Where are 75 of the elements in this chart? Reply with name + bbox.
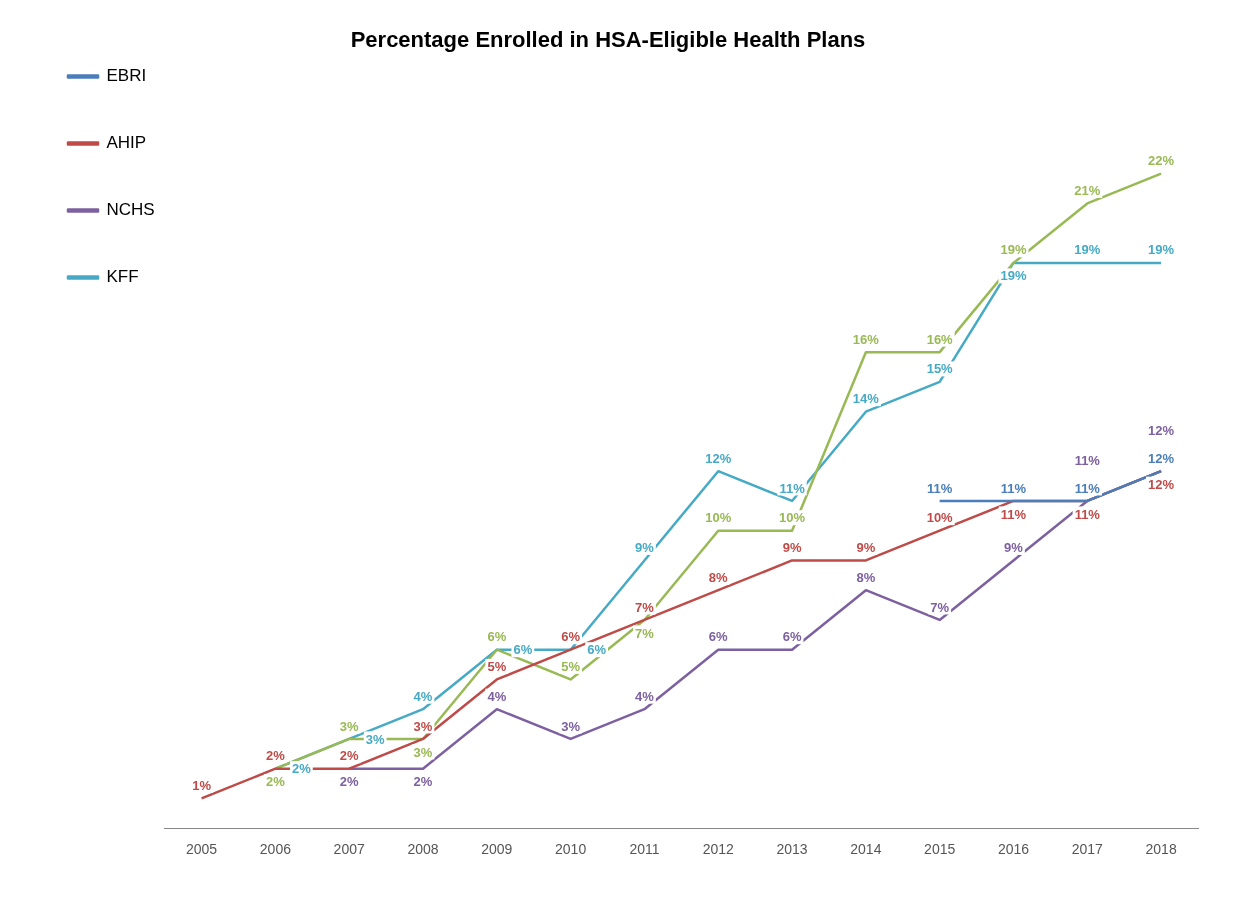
data-label: 3% [339, 718, 360, 734]
data-label: 7% [635, 625, 655, 641]
data-label: 10% [705, 510, 732, 526]
data-label: 2% [265, 748, 286, 764]
x-tick-label: 2018 [1145, 841, 1177, 858]
legend-label: AHIP [106, 133, 147, 153]
x-tick-label: 2015 [924, 841, 956, 858]
x-tick-label: 2005 [186, 841, 218, 858]
data-label: 10% [779, 510, 806, 526]
x-tick-label: 2009 [481, 841, 513, 858]
data-label: 2% [339, 748, 360, 764]
x-tick-label: 2010 [555, 841, 587, 858]
data-label: 19% [1000, 268, 1027, 284]
data-label: 6% [513, 642, 533, 658]
data-label: 11% [1000, 480, 1027, 496]
data-label: 2% [413, 774, 433, 790]
data-label: 3% [365, 731, 386, 747]
data-label: 11% [779, 480, 806, 496]
data-label: 2% [339, 774, 360, 790]
legend-label: EBRI [106, 66, 147, 86]
data-label: 9% [856, 540, 876, 556]
data-label: 7% [930, 599, 950, 615]
data-label: 16% [852, 331, 880, 347]
x-tick-label: 2006 [259, 841, 292, 858]
data-label: 11% [927, 480, 953, 496]
chart-title: Percentage Enrolled in HSA-Eligible Health Plans [350, 27, 866, 53]
data-label: 11% [1074, 506, 1101, 522]
data-label: 19% [1000, 242, 1027, 258]
data-label: 12% [1148, 422, 1175, 438]
data-label: 9% [635, 540, 655, 556]
data-label: 1% [192, 778, 212, 794]
x-tick-label: 2013 [776, 841, 808, 858]
x-tick-label: 2012 [702, 841, 735, 858]
data-label: 11% [1074, 480, 1101, 496]
data-label: 19% [1074, 242, 1101, 258]
data-label: 6% [708, 629, 729, 645]
data-label: 6% [782, 629, 802, 645]
data-label: 6% [587, 642, 607, 658]
data-label: 19% [1148, 242, 1175, 258]
data-label: 11% [1074, 452, 1101, 468]
data-label: 9% [1004, 540, 1024, 556]
x-tick-label: 2008 [407, 841, 439, 858]
data-label: 12% [1148, 476, 1175, 492]
data-label: 2% [265, 774, 286, 790]
data-label: 15% [926, 361, 954, 377]
data-label: 16% [926, 331, 954, 347]
x-tick-label: 2014 [850, 841, 882, 858]
x-tick-label: 2011 [629, 841, 660, 858]
data-label: 21% [1074, 182, 1101, 198]
x-tick-label: 2017 [1071, 841, 1104, 858]
data-label: 3% [413, 744, 433, 760]
data-label: 6% [561, 629, 581, 645]
data-label: 6% [487, 629, 507, 645]
data-label: 3% [413, 718, 433, 734]
data-label: 14% [852, 391, 880, 407]
data-label: 5% [487, 659, 507, 675]
data-label: 12% [1148, 450, 1175, 466]
data-label: 2% [291, 761, 312, 777]
data-label: 12% [705, 450, 732, 466]
x-tick-label: 2007 [333, 841, 365, 858]
data-label: 11% [1000, 506, 1027, 522]
data-label: 4% [635, 688, 655, 704]
legend-label: KFF [106, 267, 139, 287]
data-label: 4% [413, 688, 433, 704]
legend-label: NCHS [106, 200, 155, 220]
x-tick-label: 2016 [997, 841, 1030, 858]
data-label: 8% [856, 569, 876, 585]
data-label: 4% [487, 688, 507, 704]
data-label: 22% [1148, 153, 1175, 169]
data-label: 5% [561, 659, 581, 675]
data-label: 3% [561, 718, 581, 734]
data-label: 10% [926, 510, 954, 526]
data-label: 7% [635, 599, 655, 615]
data-label: 9% [782, 540, 802, 556]
data-label: 8% [708, 569, 729, 585]
